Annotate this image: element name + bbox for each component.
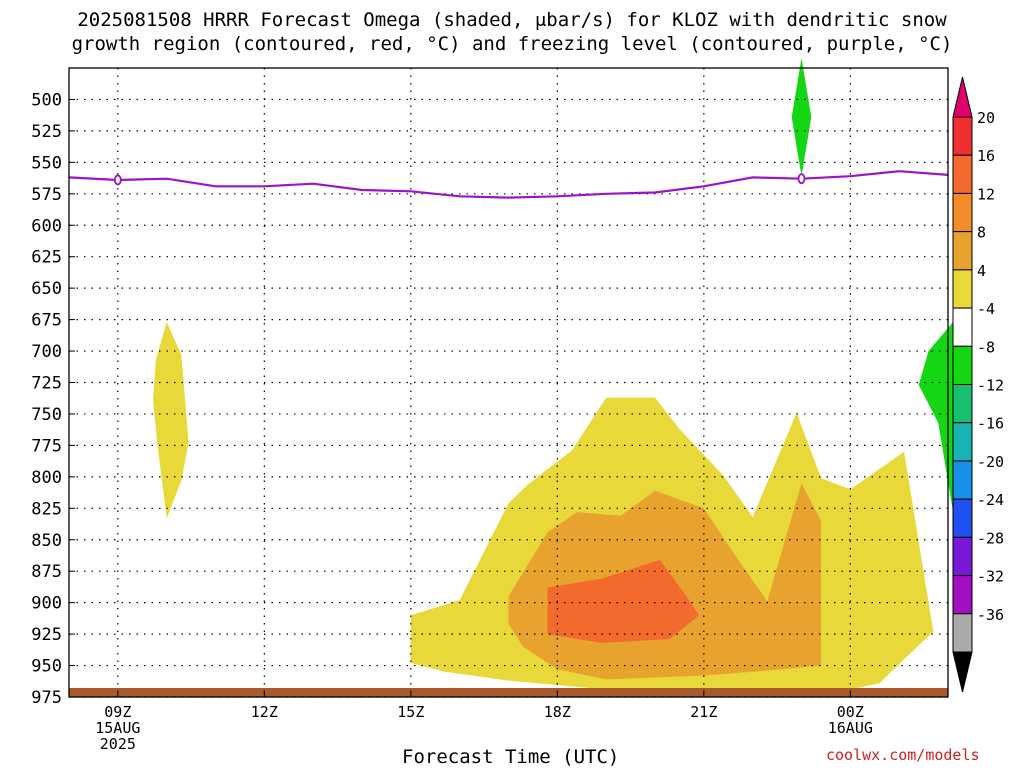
y-tick-label-775: 775: [31, 436, 62, 456]
colorbar-label-4: 4: [977, 262, 986, 280]
y-tick-label-650: 650: [31, 279, 62, 299]
x-tick-label-12-0: 12Z: [251, 703, 278, 721]
y-tick-label-500: 500: [31, 90, 62, 110]
colorbar-label-7: -12: [977, 377, 1004, 395]
x-tick-label-24-1: 16AUG: [828, 719, 873, 737]
colorbar-label-5: -4: [977, 300, 995, 318]
x-tick-label-9-1: 15AUG: [95, 719, 140, 737]
x-tick-label-24-0: 00Z: [837, 703, 864, 721]
colorbar-box-11: [952, 498, 973, 538]
colorbar-box-7: [952, 345, 973, 385]
omega-region-4: [791, 57, 812, 177]
colorbar-label-10: -24: [977, 491, 1004, 509]
x-tick-label-15-0: 15Z: [397, 703, 424, 721]
colorbar-box-5: [952, 269, 973, 309]
freezing-level-marker-0: [113, 174, 122, 186]
colorbar-label-12: -32: [977, 568, 1004, 586]
y-tick-label-525: 525: [31, 122, 62, 142]
y-tick-label-725: 725: [31, 374, 62, 394]
y-tick-label-825: 825: [31, 499, 62, 519]
y-tick-label-550: 550: [31, 153, 62, 173]
colorbar-box-6: [952, 307, 973, 347]
colorbar-box-8: [952, 384, 973, 424]
title-line-2: growth region (contoured, red, °C) and f…: [71, 33, 953, 55]
y-tick-label-925: 925: [31, 625, 62, 645]
y-tick-label-625: 625: [31, 248, 62, 268]
x-tick-label-9-2: 2025: [100, 735, 136, 753]
x-tick-label-21-0: 21Z: [690, 703, 717, 721]
freezing-level-marker-1: [797, 173, 806, 185]
colorbar-label-11: -28: [977, 529, 1004, 547]
colorbar-box-9: [952, 422, 973, 462]
colorbar: 20 16 12 8 4 -4 -8 -12 -16 -20 -24 -28 -32 -36: [952, 76, 1004, 693]
colorbar-label-9: -20: [977, 453, 1004, 471]
y-tick-label-750: 750: [31, 405, 62, 425]
colorbar-top-triangle: [952, 76, 973, 118]
y-tick-label-850: 850: [31, 531, 62, 551]
site-credit: coolwx.com/models: [826, 746, 980, 764]
y-tick-label-950: 950: [31, 657, 62, 677]
colorbar-box-1: [952, 116, 973, 156]
y-tick-label-975: 975: [31, 688, 62, 708]
omega-fill-layer: [69, 57, 953, 697]
omega-region-3: [547, 559, 699, 643]
omega-region-0: [153, 322, 189, 519]
x-tick-label-9-0: 09Z: [104, 703, 131, 721]
y-tick-label-800: 800: [31, 468, 62, 488]
colorbar-box-4: [952, 231, 973, 271]
colorbar-bottom-triangle: [952, 651, 973, 693]
colorbar-label-8: -16: [977, 415, 1004, 433]
colorbar-label-0: 20: [977, 109, 995, 127]
chart-title: 2025081508 HRRR Forecast Omega (shaded, …: [0, 8, 1024, 56]
colorbar-box-12: [952, 536, 973, 577]
y-tick-label-700: 700: [31, 342, 62, 362]
freezing-level-line: [68, 170, 949, 199]
colorbar-box-2: [952, 154, 973, 194]
colorbar-label-13: -36: [977, 606, 1004, 624]
y-tick-label-575: 575: [31, 185, 62, 205]
ground-surface: [69, 688, 948, 697]
colorbar-label-3: 8: [977, 224, 986, 242]
colorbar-box-13: [952, 575, 973, 615]
x-tick-label-18-0: 18Z: [544, 703, 571, 721]
colorbar-box-10: [952, 460, 973, 500]
colorbar-label-1: 16: [977, 147, 995, 165]
colorbar-box-3: [952, 192, 973, 233]
omega-region-5: [918, 322, 953, 511]
colorbar-label-2: 12: [977, 185, 995, 203]
colorbar-box-14: [952, 613, 973, 653]
title-line-1: 2025081508 HRRR Forecast Omega (shaded, …: [77, 9, 947, 31]
colorbar-label-6: -8: [977, 338, 995, 356]
y-tick-label-900: 900: [31, 594, 62, 614]
y-tick-label-675: 675: [31, 311, 62, 331]
x-axis-label: Forecast Time (UTC): [402, 746, 620, 768]
axis-layer: 500 525 550 575 600 625 650 675 700 725 750 775 800 8…: [31, 67, 949, 753]
y-tick-label-600: 600: [31, 216, 62, 236]
freezing-level-layer: [68, 170, 949, 199]
y-tick-label-875: 875: [31, 562, 62, 582]
